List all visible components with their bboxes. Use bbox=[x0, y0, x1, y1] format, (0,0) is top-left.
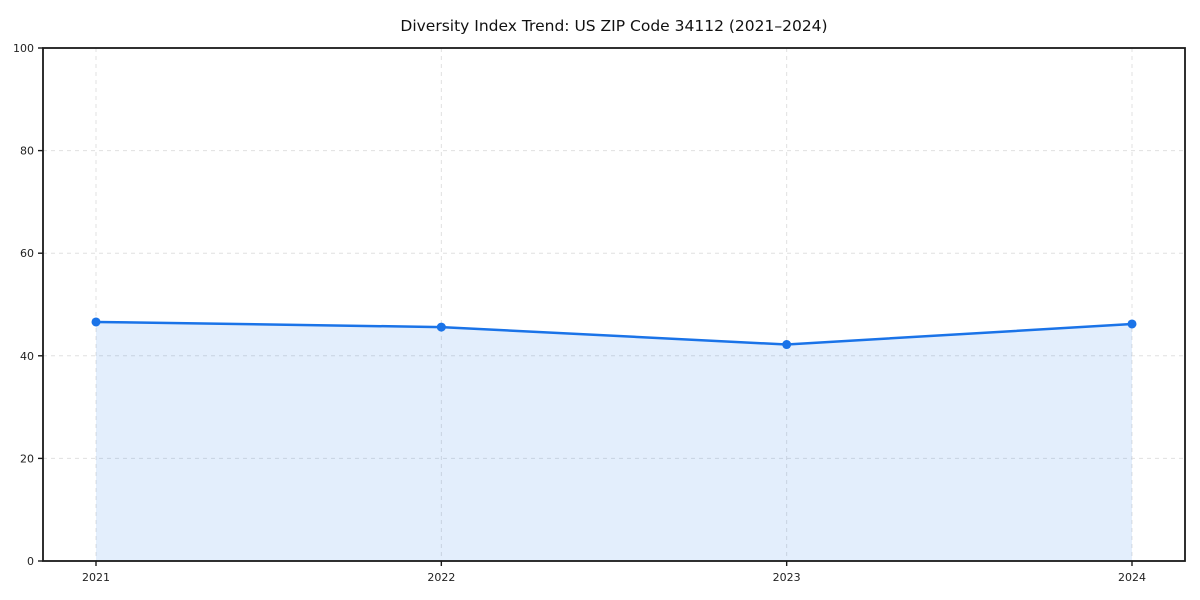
x-tick-label: 2022 bbox=[427, 571, 455, 584]
marker-layer bbox=[91, 317, 1137, 350]
x-tick-label: 2024 bbox=[1118, 571, 1146, 584]
chart-title: Diversity Index Trend: US ZIP Code 34112… bbox=[400, 17, 827, 35]
y-tick-label: 0 bbox=[27, 555, 34, 568]
axes-layer bbox=[42, 47, 1186, 562]
line-layer bbox=[94, 320, 1134, 346]
y-tick-label: 40 bbox=[20, 350, 34, 363]
x-tick-label: 2021 bbox=[82, 571, 110, 584]
trend-line bbox=[94, 320, 1134, 346]
y-tick-label: 80 bbox=[20, 145, 34, 158]
data-point bbox=[436, 322, 446, 332]
data-point bbox=[782, 340, 792, 350]
data-point bbox=[1127, 319, 1137, 329]
tick-layer: 0 20 40 60 80 100 2021 2022 2023 2024 bbox=[13, 42, 1146, 584]
y-tick-label: 20 bbox=[20, 452, 34, 465]
y-tick-label: 100 bbox=[13, 42, 34, 55]
area-fill bbox=[96, 321, 1132, 561]
area-fill-layer bbox=[96, 321, 1132, 561]
plot-border bbox=[42, 47, 1186, 562]
x-tick-label: 2023 bbox=[773, 571, 801, 584]
y-tick-label: 60 bbox=[20, 247, 34, 260]
data-point bbox=[91, 317, 101, 327]
